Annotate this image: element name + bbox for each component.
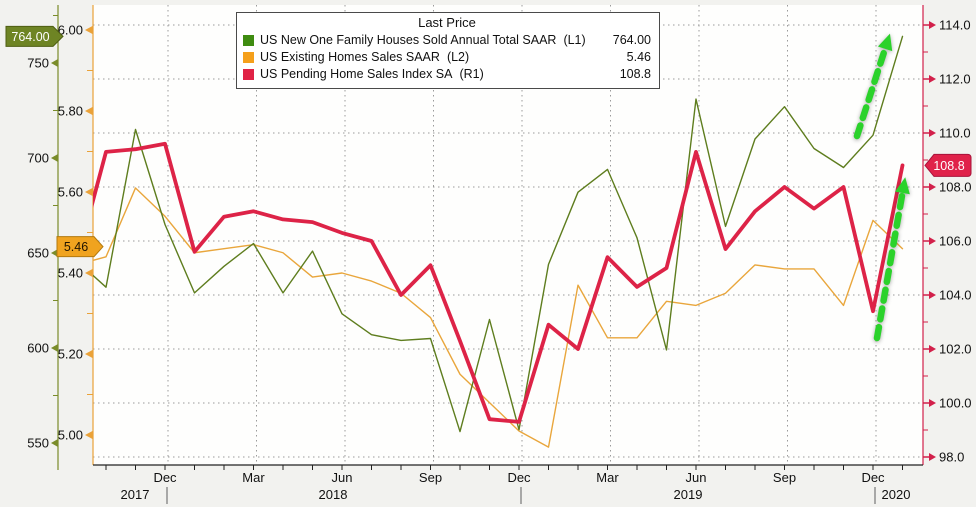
axis-tick-label: 5.40 (58, 266, 83, 281)
tick-arrow-icon (929, 291, 936, 299)
month-label: Dec (861, 470, 885, 485)
series-line-new-one-family-houses-sold (93, 35, 904, 433)
month-label: Dec (153, 470, 177, 485)
tick-arrow-icon (51, 59, 58, 67)
series-lines (93, 35, 905, 448)
tick-arrow-icon (85, 431, 93, 439)
legend-last-price: 764.00 (612, 33, 651, 47)
month-label: Sep (773, 470, 796, 485)
annotation-arrows (853, 33, 910, 342)
last-value-tag-label: 764.00 (11, 30, 49, 44)
up-arrow-head-icon (895, 177, 910, 195)
month-label: Dec (507, 470, 531, 485)
tick-arrow-icon (929, 345, 936, 353)
legend-last-price: 5.46 (626, 50, 651, 64)
tick-arrow-icon (929, 129, 936, 137)
axis-tick-label: 110.0 (939, 126, 971, 141)
month-label: Mar (596, 470, 619, 485)
axis-tick-label: 98.0 (939, 450, 964, 465)
last-value-tag-label: 108.8 (933, 159, 964, 173)
series-line-existing-homes-sales (93, 187, 904, 448)
last-value-tags: 764.00 5.46 108.8 (5, 25, 972, 258)
up-arrow-shaft (873, 192, 906, 342)
legend-axis-tag: (L1) (563, 33, 586, 47)
month-label: Sep (419, 470, 442, 485)
axis-tick-label: 6.00 (58, 23, 83, 38)
axis-tick-label: 112.0 (939, 72, 971, 87)
month-label: Jun (686, 470, 707, 485)
axis-tick-label: 104.0 (939, 288, 972, 303)
tick-arrow-icon (51, 439, 58, 447)
tick-arrow-icon (51, 154, 58, 162)
legend-series-name: US New One Family Houses Sold Annual Tot… (260, 33, 557, 47)
tick-arrow-icon (929, 399, 936, 407)
legend-swatch-icon (243, 35, 254, 46)
last-value-tag-l2 (56, 236, 104, 258)
tick-arrow-icon (51, 249, 58, 257)
legend-axis-tag: (L2) (446, 50, 470, 64)
tick-arrow-icon (929, 21, 936, 29)
legend-title: Last Price (418, 15, 476, 30)
tick-arrow-icon (929, 75, 936, 83)
axis-tick-label: 750 (27, 56, 49, 71)
axis-tick-label: 550 (27, 436, 49, 451)
axis-tick-label: 700 (27, 151, 49, 166)
year-label: 2019 (674, 487, 703, 502)
tick-arrow-icon (51, 344, 58, 352)
month-label: Mar (242, 470, 265, 485)
tick-arrow-icon (85, 350, 93, 358)
axis-tick-label: 114.0 (939, 18, 971, 33)
tick-arrow-icon (85, 188, 93, 196)
legend-rows: US New One Family Houses Sold Annual Tot… (243, 32, 651, 83)
legend-row-pending-home-sales-index: US Pending Home Sales Index SA (R1) 108.8 (243, 66, 651, 83)
up-arrow-shaft (853, 48, 888, 140)
axis-tick-label: 5.80 (58, 104, 83, 119)
legend-row-new-one-family-houses-sold: US New One Family Houses Sold Annual Tot… (243, 32, 651, 49)
last-value-tag-l1 (5, 25, 64, 47)
axis-tick-label: 5.60 (58, 185, 83, 200)
month-label: Jun (332, 470, 353, 485)
left-axis-l2: 6.00 5.80 5.60 5.40 5.20 5.00 (58, 23, 93, 443)
legend-series-name: US Existing Homes Sales SAAR (260, 50, 440, 64)
legend-series-name: US Pending Home Sales Index SA (260, 67, 453, 81)
legend-box: Last Price US New One Family Houses Sold… (236, 12, 660, 89)
legend-axis-tag: (R1) (459, 67, 484, 81)
up-arrow-head-icon (877, 33, 893, 52)
axis-tick-label: 5.00 (58, 428, 83, 443)
legend-swatch-icon (243, 69, 254, 80)
legend-last-price: 108.8 (619, 67, 651, 81)
tick-arrow-icon (85, 26, 93, 34)
axis-tick-label: 5.20 (58, 347, 83, 362)
last-value-tag-label: 5.46 (64, 240, 88, 254)
left-axis-l1: 750 700 650 600 550 (27, 15, 58, 451)
tick-arrow-icon (85, 269, 93, 277)
tick-arrow-icon (85, 107, 93, 115)
legend-row-existing-homes-sales: US Existing Homes Sales SAAR (L2) 5.46 (243, 49, 651, 66)
axis-tick-label: 102.0 (939, 342, 972, 357)
axis-tick-label: 100.0 (939, 396, 972, 411)
axis-tick-label: 108.0 (939, 180, 972, 195)
axis-tick-label: 106.0 (939, 234, 972, 249)
tick-arrow-icon (929, 237, 936, 245)
tick-arrow-icon (929, 453, 936, 461)
year-label: 2017 (121, 487, 150, 502)
axis-tick-label: 600 (27, 341, 49, 356)
right-axis-r1: 114.0 112.0 110.0 108.0 106.0 104.0 102.0 100.0… (923, 18, 972, 465)
year-label: 2018 (319, 487, 348, 502)
last-value-tag-r1 (924, 153, 972, 177)
legend-swatch-icon (243, 52, 254, 63)
axis-tick-label: 650 (27, 246, 49, 261)
series-line-pending-home-sales-index (93, 141, 905, 424)
year-label: 2020 (882, 487, 911, 502)
tick-arrow-icon (929, 183, 936, 191)
